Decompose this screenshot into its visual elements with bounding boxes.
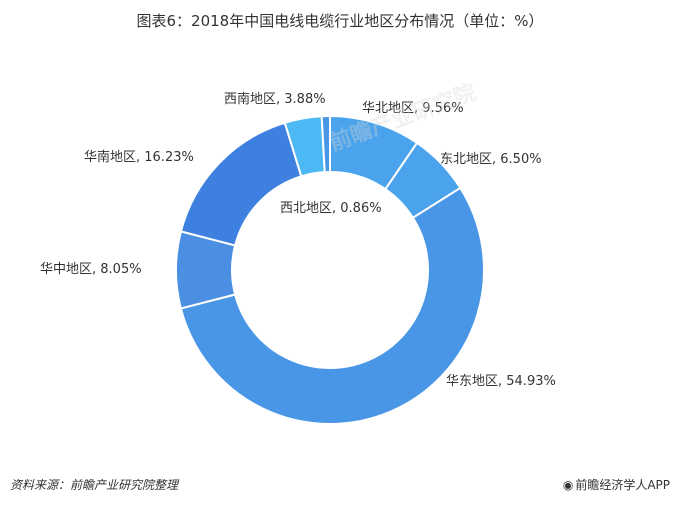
- brand-logo-icon: ◉: [562, 478, 574, 492]
- slice-label-3: 华东地区, 54.93%: [446, 374, 556, 389]
- donut-slices: [175, 114, 485, 425]
- slice-label-4: 华中地区, 8.05%: [40, 262, 142, 277]
- brand-footer: ◉ 前瞻经济学人APP: [563, 476, 670, 493]
- slice-5: [179, 121, 303, 247]
- slice-label-1: 华北地区, 9.56%: [362, 101, 464, 116]
- slice-label-5: 华南地区, 16.23%: [84, 149, 194, 165]
- brand-name: 前瞻经济学人APP: [575, 478, 670, 492]
- slice-7: [320, 114, 331, 174]
- slice-label-7: 西北地区, 0.86%: [280, 201, 382, 216]
- chart-title: 图表6：2018年中国电线电缆行业地区分布情况（单位：%）: [136, 12, 544, 30]
- source-note: 资料来源：前瞻产业研究院整理: [10, 478, 179, 492]
- slice-label-2: 东北地区, 6.50%: [440, 152, 542, 167]
- slice-label-6: 西南地区, 3.88%: [224, 91, 326, 107]
- slice-3: [179, 186, 485, 425]
- slice-labels: 华北地区, 9.56% 东北地区, 6.50% 华东地区, 54.93% 华中地区, …: [40, 91, 556, 389]
